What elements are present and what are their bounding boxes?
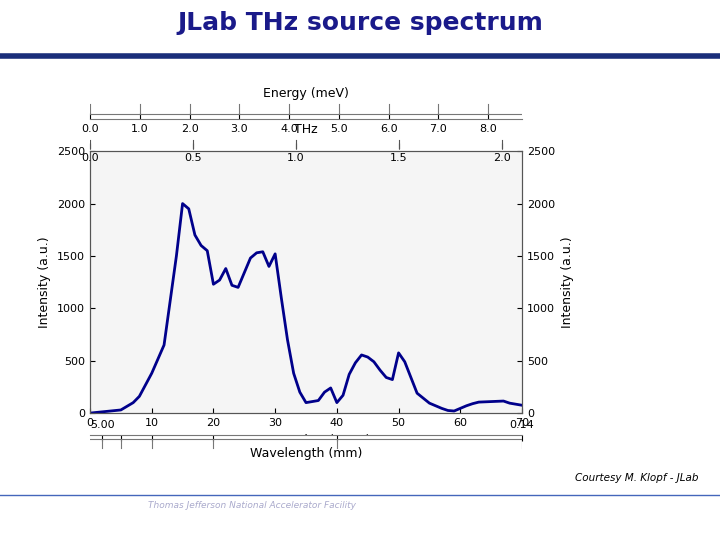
Y-axis label: Intensity (a.u.): Intensity (a.u.) [561,237,574,328]
Text: JLab THz source spectrum: JLab THz source spectrum [177,11,543,35]
Text: THz: THz [294,123,318,136]
Text: Thomas Jefferson National Accelerator Facility: Thomas Jefferson National Accelerator Fa… [148,501,356,510]
Text: Energy (meV): Energy (meV) [263,87,349,100]
X-axis label: Wavenumber (cm-1): Wavenumber (cm-1) [242,434,370,447]
Text: Jefferson Lab: Jefferson Lab [42,511,102,520]
Text: Thomas Jefferson National Accelerator Facility: Thomas Jefferson National Accelerator Fa… [107,522,397,531]
Text: Lab: Lab [97,509,126,523]
Text: Wavelength (mm): Wavelength (mm) [250,447,362,460]
Text: Courtesy M. Klopf - JLab: Courtesy M. Klopf - JLab [575,473,698,483]
Y-axis label: Intensity (a.u.): Intensity (a.u.) [38,237,51,328]
